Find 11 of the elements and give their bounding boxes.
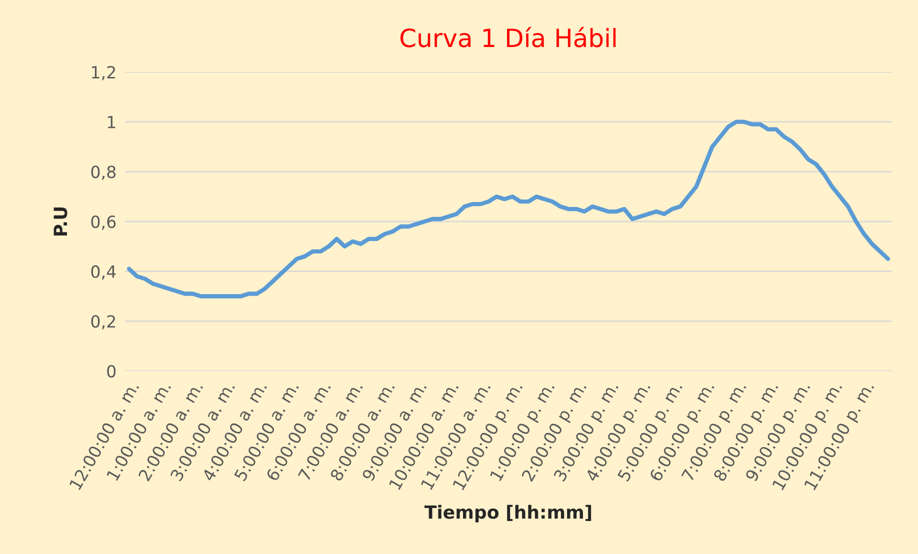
y-tick-label: 1,2 [92,66,115,80]
y-tick-label: 0 [107,364,116,378]
x-axis-title: Tiempo [hh:mm] [424,504,592,522]
y-tick-label: 0,4 [91,265,116,280]
y-tick-label: 0,8 [91,166,116,180]
y-tick-label: 0,6 [91,215,116,230]
line-series [126,120,890,298]
y-tick-label: 0,2 [91,315,115,330]
y-axis-title: P.U [54,207,68,236]
chart-title: Curva 1 Día Hábil [400,27,616,48]
y-tick-label: 1 [108,116,116,128]
